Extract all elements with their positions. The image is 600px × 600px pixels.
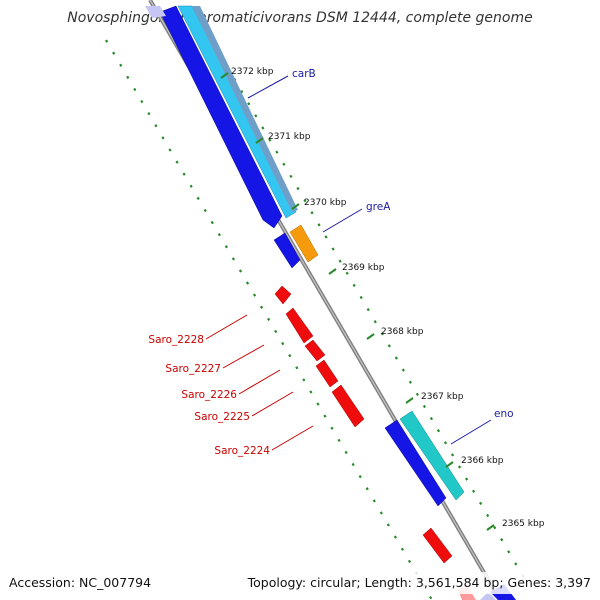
gene-light-blue-top — [177, 5, 297, 219]
tick-mark — [445, 461, 454, 468]
label-leader — [251, 391, 294, 417]
gene-blue-3 — [384, 419, 447, 507]
tick-mark — [366, 333, 375, 340]
tick-label: 2372 kbp — [231, 67, 274, 77]
outer-tick-guide — [205, 29, 529, 586]
tick-label: 2365 kbp — [502, 519, 545, 529]
gene-red-1 — [274, 285, 292, 305]
inner-tick-guide — [105, 39, 433, 600]
genome-title: Novosphingobium aromaticivorans DSM 1244… — [67, 10, 532, 26]
accession-label: Accession: NC_007794 — [9, 575, 151, 590]
tick-mark — [486, 524, 495, 531]
gene-cyan — [399, 410, 465, 501]
label-leader — [271, 425, 314, 451]
tick-marks — [220, 72, 495, 531]
topology-summary: Topology: circular; Length: 3,561,584 bp… — [247, 575, 591, 590]
label-leader — [322, 208, 363, 233]
tick-mark — [405, 397, 414, 404]
label-leader — [450, 419, 492, 445]
gene-label-saro-2226[interactable]: Saro_2226 — [181, 389, 237, 401]
gene-red-6 — [422, 527, 453, 564]
gene-label-carb[interactable]: carB — [292, 68, 316, 80]
gene-label-saro-2225[interactable]: Saro_2225 — [194, 411, 250, 423]
tick-mark — [220, 72, 229, 79]
reverse-gene-labels: Saro_2228 Saro_2227 Saro_2226 Saro_2225 … — [148, 314, 314, 457]
footer-backdrop — [0, 572, 600, 594]
tick-mark — [255, 137, 264, 144]
gene-label-saro-2227[interactable]: Saro_2227 — [165, 363, 221, 375]
gene-red-2 — [285, 307, 314, 344]
tick-label: 2367 kbp — [421, 392, 464, 402]
gene-label-grea[interactable]: greA — [366, 201, 391, 213]
gene-label-saro-2224[interactable]: Saro_2224 — [214, 445, 270, 457]
tick-label: 2371 kbp — [268, 132, 311, 142]
gene-lavender-top — [145, 6, 166, 18]
label-leader — [205, 314, 248, 340]
map-body — [105, 0, 529, 600]
tick-label: 2370 kbp — [304, 198, 347, 208]
gene-steel-band — [192, 6, 298, 212]
tick-mark — [328, 268, 337, 275]
label-leader — [238, 369, 281, 395]
gene-label-eno[interactable]: eno — [494, 408, 514, 420]
gene-red-4 — [315, 359, 339, 388]
tick-mark — [291, 203, 300, 210]
tick-label: 2368 kbp — [381, 327, 424, 337]
tick-label: 2366 kbp — [461, 456, 504, 466]
gene-red-5 — [331, 384, 365, 428]
gene-orange — [289, 224, 319, 263]
label-leader — [247, 75, 289, 99]
gene-blue-top — [159, 5, 283, 229]
gene-blue-2 — [273, 232, 301, 269]
gene-label-saro-2228[interactable]: Saro_2228 — [148, 334, 204, 346]
gene-lavender-bottom — [480, 592, 496, 600]
tick-labels: 2372 kbp 2371 kbp 2370 kbp 2369 kbp 2368… — [231, 67, 545, 529]
forward-gene-labels: carB greA eno — [247, 68, 514, 445]
tick-label: 2369 kbp — [342, 263, 385, 273]
label-leader — [222, 344, 265, 369]
gene-red-3 — [304, 339, 326, 362]
